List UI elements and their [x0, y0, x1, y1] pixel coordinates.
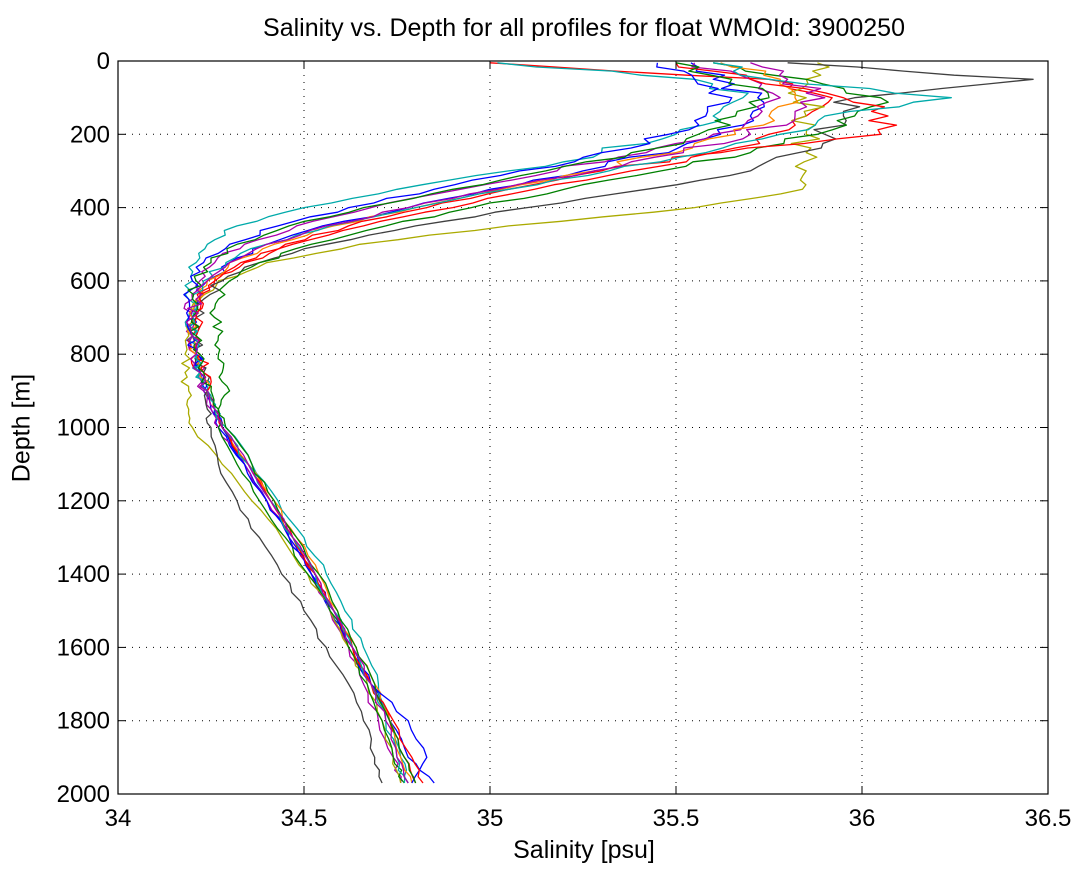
y-tick-label: 1800: [57, 708, 110, 735]
profile-line-12: [187, 62, 770, 784]
profile-line-13: [185, 62, 826, 784]
profile-line-1: [186, 62, 765, 784]
profile-line-9: [183, 62, 733, 784]
x-tick-label: 35: [477, 805, 504, 832]
profile-line-8: [186, 62, 799, 784]
x-tick-label: 36.5: [1025, 805, 1072, 832]
y-tick-label: 200: [70, 121, 110, 148]
y-tick-label: 400: [70, 195, 110, 222]
y-tick-label: 1000: [57, 415, 110, 442]
chart-title: Salinity vs. Depth for all profiles for …: [263, 14, 905, 42]
profile-line-4: [183, 62, 781, 784]
y-tick-label: 2000: [57, 781, 110, 808]
profile-line-7: [209, 62, 889, 784]
plot-area: [180, 62, 1034, 784]
y-tick-label: 1600: [57, 634, 110, 661]
x-axis-label: Salinity [psu]: [513, 836, 655, 864]
y-tick-label: 1200: [57, 488, 110, 515]
x-tick-label: 36: [849, 805, 876, 832]
axis-ticks: 34 34.5 35 35.5 36 36.5 0 200 400 600 800 1000 1200 1…: [57, 48, 1072, 832]
y-axis-label: Depth [m]: [7, 373, 36, 483]
profile-line-6: [191, 62, 1034, 784]
profile-line-11: [189, 62, 952, 784]
y-tick-label: 600: [70, 268, 110, 295]
y-tick-label: 1400: [57, 561, 110, 588]
y-tick-label: 0: [97, 48, 110, 75]
x-tick-label: 34.5: [281, 805, 328, 832]
y-tick-label: 800: [70, 341, 110, 368]
x-tick-label: 35.5: [653, 805, 700, 832]
x-tick-label: 34: [105, 805, 132, 832]
grid-lines: [118, 61, 1048, 794]
